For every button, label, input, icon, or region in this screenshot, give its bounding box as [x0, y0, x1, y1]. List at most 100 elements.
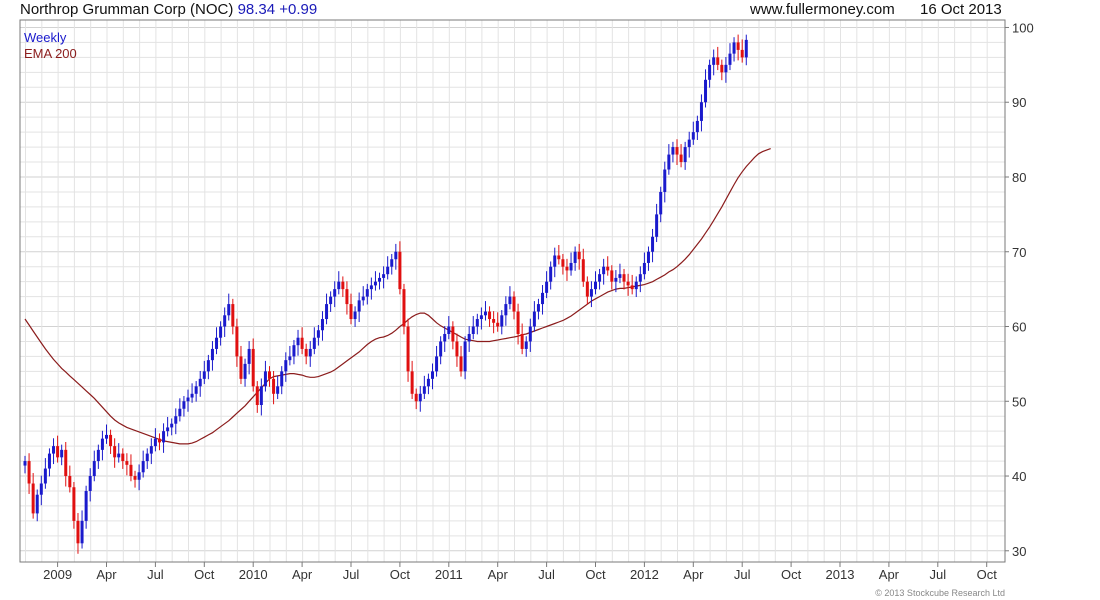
weekly-bar	[536, 304, 540, 312]
weekly-bar	[280, 371, 284, 387]
weekly-bar	[300, 337, 304, 349]
weekly-bar	[679, 154, 683, 163]
weekly-bar	[443, 333, 447, 342]
site-link[interactable]: www.fullermoney.com	[750, 1, 895, 18]
weekly-bar	[622, 274, 626, 282]
weekly-bar	[100, 438, 104, 450]
x-tick-label: Oct	[194, 567, 215, 582]
weekly-bar	[659, 191, 663, 215]
weekly-bar	[113, 446, 117, 458]
weekly-bar	[728, 53, 732, 65]
plot-frame	[19, 19, 1006, 563]
weekly-bar	[141, 461, 145, 473]
weekly-bar	[581, 259, 585, 282]
weekly-bar	[178, 408, 182, 417]
weekly-bar	[357, 300, 361, 312]
x-tick-label: Apr	[879, 567, 900, 582]
weekly-bar	[663, 169, 667, 192]
weekly-bar	[687, 139, 691, 148]
weekly-bar	[426, 378, 430, 387]
ema-200-line	[24, 148, 771, 445]
x-tick-label: 2009	[43, 567, 72, 582]
weekly-bar	[675, 147, 679, 155]
weekly-bar	[121, 453, 125, 462]
weekly-bar	[276, 386, 280, 394]
weekly-bar	[157, 438, 161, 443]
chart-title: Northrop Grumman Corp (NOC) 98.34 +0.99	[20, 0, 317, 20]
weekly-bar	[170, 423, 174, 428]
weekly-bar	[422, 386, 426, 394]
weekly-bar	[528, 326, 532, 342]
weekly-bar	[614, 277, 618, 282]
weekly-bar	[235, 326, 239, 357]
weekly-bar	[516, 311, 520, 334]
weekly-bar	[642, 262, 646, 275]
weekly-bar	[149, 446, 153, 454]
weekly-bar	[716, 57, 720, 65]
y-tick-label: 80	[1012, 170, 1026, 185]
weekly-bar	[410, 371, 414, 394]
last-price: 98.34	[237, 1, 276, 18]
weekly-bar	[406, 326, 410, 372]
weekly-bar	[618, 274, 622, 278]
weekly-bar	[316, 330, 320, 338]
weekly-bar	[520, 333, 524, 349]
weekly-bar	[259, 386, 263, 406]
weekly-bar	[594, 281, 597, 290]
weekly-bar	[569, 262, 573, 271]
weekly-bar	[382, 274, 386, 278]
weekly-bar	[508, 296, 512, 305]
weekly-bar	[166, 427, 170, 432]
weekly-bar	[418, 393, 422, 402]
weekly-bar	[174, 416, 178, 424]
company-name: Northrop Grumman Corp (NOC)	[20, 1, 234, 18]
weekly-bar	[463, 341, 467, 372]
weekly-bar	[341, 281, 345, 290]
weekly-bar	[190, 393, 194, 398]
weekly-bar	[247, 348, 251, 364]
weekly-bar	[92, 461, 96, 477]
x-tick-label: Apr	[683, 567, 704, 582]
chart-grid	[20, 20, 1005, 562]
weekly-bar	[549, 266, 553, 282]
weekly-bar	[431, 371, 434, 379]
weekly-bar	[373, 281, 377, 286]
weekly-bar	[512, 296, 516, 312]
weekly-bar	[35, 494, 39, 514]
weekly-bar	[96, 449, 100, 462]
x-tick-label: Jul	[343, 567, 360, 582]
weekly-bar	[732, 42, 736, 54]
weekly-bar	[284, 360, 288, 372]
x-tick-label: Oct	[390, 567, 411, 582]
weekly-bar	[353, 311, 357, 320]
weekly-bar	[479, 315, 483, 320]
weekly-bar	[667, 154, 671, 170]
weekly-bar	[39, 483, 43, 495]
weekly-bar	[712, 57, 716, 65]
y-tick-label: 100	[1012, 20, 1034, 35]
weekly-bar	[695, 120, 699, 133]
weekly-bar	[263, 371, 267, 387]
weekly-bar	[691, 132, 695, 140]
weekly-bar	[455, 341, 459, 357]
weekly-bar	[496, 322, 500, 327]
weekly-bar	[553, 255, 557, 267]
weekly-bar	[52, 446, 56, 454]
weekly-bar	[202, 371, 206, 379]
weekly-bar	[162, 431, 166, 443]
weekly-bar	[736, 42, 740, 50]
weekly-bar	[304, 348, 308, 357]
weekly-bar	[524, 341, 528, 349]
weekly-bar	[349, 304, 353, 320]
weekly-bar	[292, 345, 296, 357]
y-tick-label: 50	[1012, 394, 1026, 409]
weekly-bar	[488, 311, 492, 320]
legend-weekly: Weekly	[24, 30, 67, 45]
weekly-bar	[288, 356, 292, 361]
weekly-bar	[541, 292, 545, 305]
weekly-bar	[500, 315, 504, 327]
weekly-bar	[724, 64, 728, 73]
weekly-bar	[451, 326, 455, 342]
weekly-bar	[296, 337, 300, 346]
